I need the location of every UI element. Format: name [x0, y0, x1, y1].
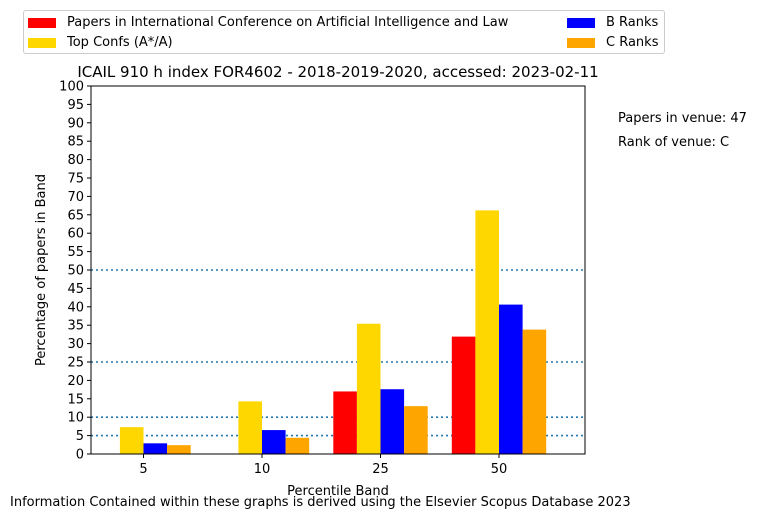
y-tick-label: 5	[76, 429, 84, 444]
bar	[119, 427, 144, 454]
y-tick-label: 100	[59, 80, 84, 95]
y-tick-label: 20	[67, 374, 84, 389]
y-tick-label: 0	[76, 448, 84, 463]
legend-label-venue: Papers in International Conference on Ar…	[67, 15, 509, 30]
y-tick-label: 55	[67, 245, 84, 260]
bar	[404, 406, 428, 454]
y-tick-label: 95	[67, 98, 84, 113]
legend-label-top-confs: Top Confs (A*/A)	[67, 35, 173, 50]
y-tick-label: 50	[67, 264, 84, 279]
bar	[167, 445, 191, 454]
x-axis-label: Percentile Band	[287, 484, 389, 499]
y-tick-label: 10	[67, 411, 84, 426]
bar	[262, 430, 286, 454]
legend-item-venue: Papers in International Conference on Ar…	[28, 15, 508, 30]
bar	[380, 389, 405, 454]
y-tick-label: 45	[67, 282, 84, 297]
legend-label-c-ranks: C Ranks	[606, 35, 659, 50]
y-tick-label: 85	[67, 135, 84, 150]
bar	[333, 391, 357, 454]
bar	[522, 329, 547, 454]
bar	[356, 323, 381, 454]
bar	[451, 336, 476, 454]
y-axis-label: Percentage of papers in Band	[34, 174, 49, 366]
bar	[238, 401, 262, 454]
x-tick-label: 10	[254, 462, 271, 477]
legend-swatch-b-ranks	[567, 17, 595, 28]
papers-in-venue-note: Papers in venue: 47	[618, 111, 747, 126]
x-axis: 5 10 25 50	[139, 454, 507, 477]
bar	[475, 210, 499, 454]
legend-swatch-top-confs	[28, 37, 56, 48]
chart-title: ICAIL 910 h index FOR4602 - 2018-2019-20…	[77, 63, 598, 81]
y-tick-label: 35	[67, 319, 84, 334]
legend-item-b-ranks: B Ranks	[567, 15, 658, 30]
legend-swatch-venue	[28, 17, 56, 28]
y-tick-label: 15	[67, 392, 84, 407]
legend-item-c-ranks: C Ranks	[567, 35, 658, 50]
bars-group	[119, 210, 547, 454]
y-tick-label: 75	[67, 172, 84, 187]
y-tick-label: 60	[67, 227, 84, 242]
x-tick-label: 25	[372, 462, 389, 477]
y-tick-label: 90	[67, 116, 84, 131]
x-tick-label: 50	[491, 462, 508, 477]
y-tick-label: 30	[67, 337, 84, 352]
y-tick-label: 65	[67, 208, 84, 223]
rank-of-venue-note: Rank of venue: C	[618, 135, 730, 150]
bar	[499, 304, 523, 454]
y-tick-label: 25	[67, 356, 84, 371]
chart-legend: Papers in International Conference on Ar…	[23, 10, 665, 54]
y-tick-label: 40	[67, 300, 84, 315]
y-tick-label: 70	[67, 190, 84, 205]
legend-item-top-confs: Top Confs (A*/A)	[28, 35, 173, 50]
y-axis: 0 5 10 15 20 25 30 35 40 45 50 55 60 65 70 75 80 85 90 95 10…	[59, 80, 91, 463]
plot-frame	[90, 85, 586, 455]
bar	[143, 443, 168, 454]
data-source-footer: Information Contained within these graph…	[10, 495, 631, 510]
bar	[285, 437, 310, 454]
legend-label-b-ranks: B Ranks	[606, 15, 659, 30]
x-tick-label: 5	[139, 462, 147, 477]
legend-swatch-c-ranks	[567, 37, 595, 48]
y-tick-label: 80	[67, 153, 84, 168]
